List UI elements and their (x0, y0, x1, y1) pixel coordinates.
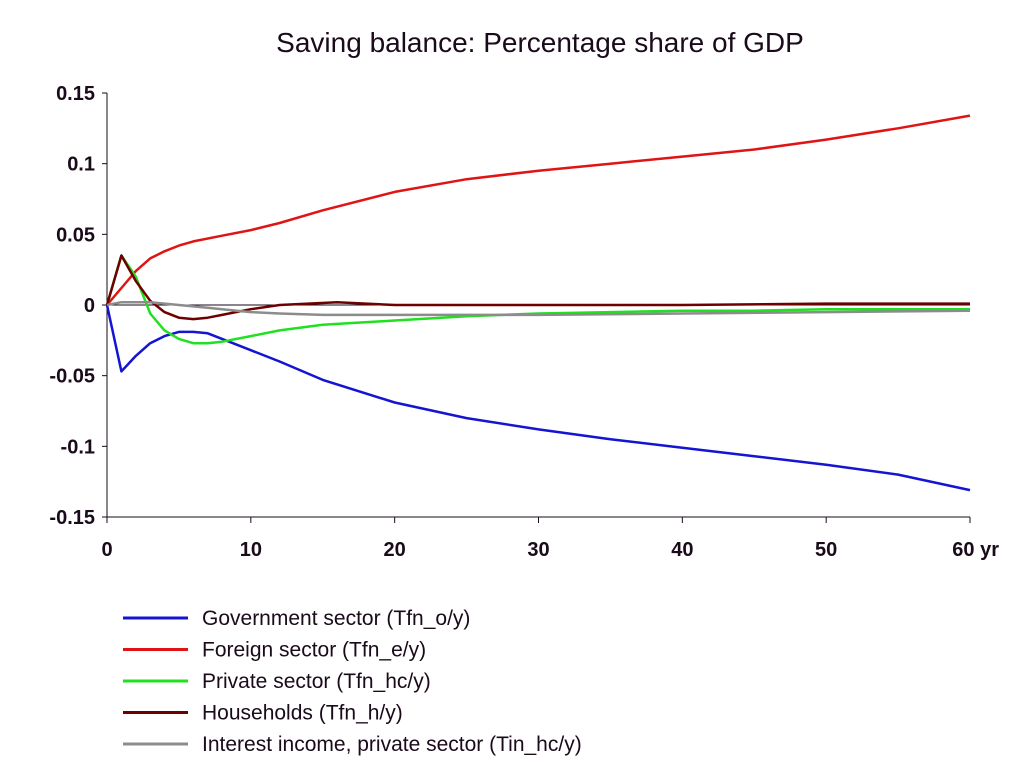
plot-lines (105, 114, 971, 492)
x-tick-label: 30 (527, 539, 549, 561)
series-line-5 (106, 300, 971, 317)
x-tick-label: 10 (240, 539, 262, 561)
chart-title: Saving balance: Percentage share of GDP (276, 27, 804, 58)
y-tick-label: -0.1 (61, 436, 95, 458)
x-tick-label: 50 (815, 539, 837, 561)
x-tick-label: 20 (384, 539, 406, 561)
series-line-3 (105, 254, 970, 345)
x-tick-label: 40 (671, 539, 693, 561)
legend-label-2: Foreign sector (Tfn_e/y) (202, 639, 426, 662)
legend-label-1: Government sector (Tfn_o/y) (202, 607, 470, 630)
x-tick-label: 0 (101, 539, 112, 561)
legend-label-3: Private sector (Tfn_hc/y) (202, 670, 431, 693)
y-tick-label: -0.05 (49, 366, 95, 388)
legend: Government sector (Tfn_o/y) Foreign secto… (123, 607, 582, 756)
series-line-1 (105, 304, 971, 492)
y-tick-label: -0.15 (49, 507, 95, 529)
y-tick-label: 0.05 (56, 224, 95, 246)
axes: 0.15 0.1 0.05 0 -0.05 -0.1 -0.15 0 10 20 30 40 50 60 … (49, 83, 999, 561)
legend-label-5: Interest income, private sector (Tin_hc/… (202, 733, 582, 756)
y-tick-label: 0.1 (67, 154, 95, 176)
x-tick-label: 60 yr (952, 539, 999, 561)
y-tick-label: 0 (84, 295, 95, 317)
y-tick-label: 0.15 (56, 83, 95, 105)
legend-label-4: Households (Tfn_h/y) (202, 702, 403, 725)
series-line-2 (106, 114, 971, 306)
